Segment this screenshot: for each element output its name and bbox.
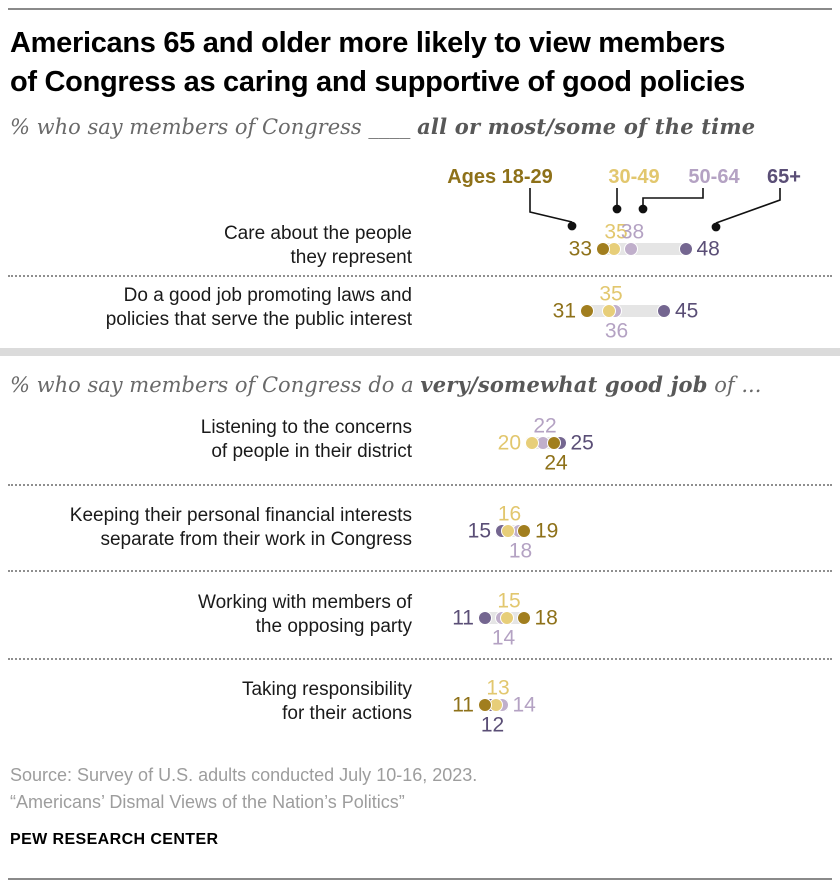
brand-pew-research-center: PEW RESEARCH CENTER <box>10 831 219 848</box>
value-label-age65: 25 <box>570 431 594 455</box>
legend-leader-lines <box>529 188 781 232</box>
data-dot-age3049 <box>490 699 502 711</box>
category-label: Do a good job promoting laws and policies… <box>105 285 412 330</box>
value-label-age5064: 14 <box>491 626 516 650</box>
chart-subtitle-bottom: % who say members of Congress do a very/… <box>10 372 830 398</box>
data-dot-age5064 <box>624 243 637 255</box>
data-dot-age1829 <box>518 525 530 537</box>
value-label-age65: 48 <box>696 237 720 261</box>
value-label-age3049: 35 <box>604 220 628 244</box>
value-label-age3049: 15 <box>497 589 521 613</box>
category-label: Working with members of the opposing part… <box>198 592 412 637</box>
value-label-age3049: 20 <box>497 431 521 455</box>
chart-subtitle-top: % who say members of Congress ____ all o… <box>10 114 830 140</box>
value-label-age5064: 38 <box>620 220 645 244</box>
data-dot-age1829 <box>517 612 530 624</box>
value-label-age65: 11 <box>452 606 474 630</box>
value-label-age1829: 18 <box>534 606 558 630</box>
subtitle-bottom-suffix: of ... <box>707 373 762 397</box>
value-label-age3049: 13 <box>486 676 510 700</box>
data-dot-age65 <box>658 305 670 317</box>
data-dot-age3049 <box>501 525 514 537</box>
value-label-age65: 45 <box>675 299 699 323</box>
category-label: Listening to the concerns of people in th… <box>200 417 412 462</box>
dotted-separator-1 <box>8 275 832 277</box>
data-dot-age1829 <box>548 437 560 449</box>
data-dot-age65 <box>479 612 491 624</box>
data-dot-age3049 <box>501 612 513 624</box>
subtitle-bottom-plain: % who say members of Congress do a <box>10 373 421 397</box>
data-dot-age3049 <box>526 437 538 449</box>
chart-title: Americans 65 and older more likely to vi… <box>10 24 830 102</box>
value-label-age65: 12 <box>480 713 505 737</box>
leader-dot-65-plus <box>711 222 721 232</box>
category-label: Care about the people they represent <box>223 223 412 268</box>
legend-item-50-64: 50-64 <box>688 166 740 188</box>
source-line-1: Source: Survey of U.S. adults conducted … <box>10 765 478 785</box>
legend-item-30-49: 30-49 <box>608 166 660 188</box>
dotted-separator-2 <box>8 484 832 486</box>
chart-title-line1: Americans 65 and older more likely to vi… <box>10 27 726 59</box>
subtitle-top-blank: ____ <box>368 115 411 139</box>
value-label-age1829: 24 <box>544 451 568 475</box>
dotted-separator-3 <box>8 570 832 572</box>
subtitle-top-plain: % who say members of Congress <box>10 115 362 139</box>
data-dot-age3049 <box>608 243 620 255</box>
subtitle-bottom-bold: very/somewhat good job <box>420 372 708 397</box>
data-dot-age1829 <box>479 699 491 711</box>
value-label-age1829: 11 <box>452 693 474 717</box>
leader-line-65-plus <box>715 188 781 224</box>
legend-item-65-plus: 65+ <box>767 166 801 188</box>
top-rule <box>8 8 832 10</box>
leader-dot-18-29 <box>567 221 577 231</box>
value-label-age1829: 31 <box>552 299 576 323</box>
value-label-age65: 15 <box>467 519 491 543</box>
leader-dot-50-64 <box>638 204 648 214</box>
category-label: Taking responsibility for their actions <box>241 679 412 724</box>
bottom-rule <box>8 878 832 880</box>
value-label-age5064: 14 <box>512 693 536 717</box>
data-dot-age65 <box>679 243 692 255</box>
chart-title-line2: of Congress as caring and supportive of … <box>10 66 745 98</box>
value-label-age1829: 19 <box>535 519 559 543</box>
data-dot-age5064 <box>537 437 549 449</box>
value-label-age5064: 22 <box>533 414 557 438</box>
leader-dot-30-49 <box>612 204 622 214</box>
legend-item-ages-18-29: Ages 18-29 <box>447 166 553 188</box>
data-dot-age1829 <box>597 243 609 255</box>
source-line-2: “Americans’ Dismal Views of the Nation’s… <box>10 792 405 812</box>
data-dot-age3049 <box>603 305 615 317</box>
dotted-separator-4 <box>8 658 832 660</box>
range-connector-bar <box>597 243 692 255</box>
value-label-age1829: 33 <box>568 237 592 261</box>
category-label: Keeping their personal financial interes… <box>69 505 412 550</box>
section-divider-bar <box>0 348 840 356</box>
value-label-age5064: 36 <box>604 319 629 343</box>
leader-line-18-29 <box>529 188 573 223</box>
data-dot-age1829 <box>581 305 593 317</box>
subtitle-top-bold: all or most/some of the time <box>417 114 756 139</box>
value-label-age3049: 16 <box>497 502 522 526</box>
leader-line-50-64 <box>642 188 704 205</box>
value-label-age3049: 35 <box>599 282 623 306</box>
value-label-age5064: 18 <box>508 539 533 563</box>
range-connector-bar <box>581 305 670 317</box>
